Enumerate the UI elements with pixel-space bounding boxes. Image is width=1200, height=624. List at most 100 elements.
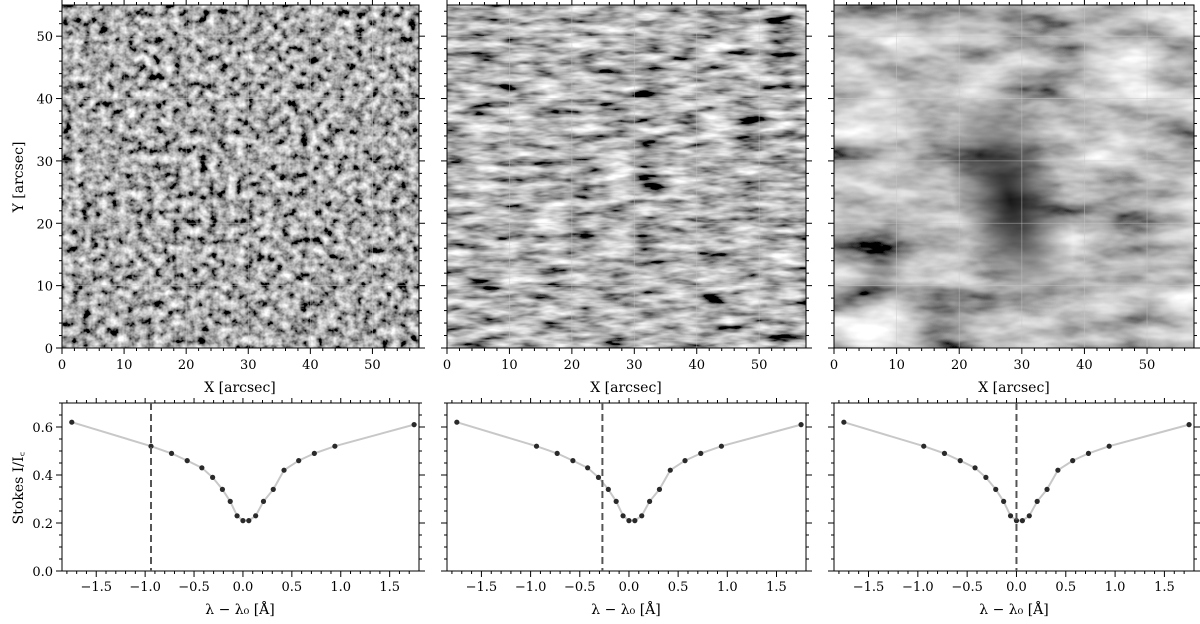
image-3-frame xyxy=(833,4,1195,349)
image-1-frame xyxy=(61,4,420,349)
profile-point xyxy=(941,450,948,456)
profile-point xyxy=(184,458,190,464)
y-tick-label: 50 xyxy=(36,30,53,45)
image-3-axes: 0 10 20 30 40 50 xyxy=(828,0,1200,373)
profile-point xyxy=(219,486,226,492)
image-2-grid xyxy=(447,5,806,348)
x-tick-label: −1.5 xyxy=(466,580,498,595)
profile-point xyxy=(227,498,233,504)
profile-1-ylabel: Stokes I/I꜀ xyxy=(11,452,27,525)
x-tick-label: 20 xyxy=(178,358,195,373)
profile-point xyxy=(234,513,240,519)
profile-point xyxy=(798,422,804,428)
x-tick-label: −1.0 xyxy=(129,580,161,595)
x-tick-label: 1.5 xyxy=(1154,580,1175,595)
profile-point xyxy=(647,498,653,504)
x-tick-label: 0 xyxy=(830,358,838,373)
x-tick-label: 1.5 xyxy=(766,580,787,595)
profile-point xyxy=(210,474,216,480)
x-tick-label: 0.0 xyxy=(1006,580,1027,595)
profile-point xyxy=(1034,498,1040,504)
profile-point xyxy=(260,498,267,504)
profile-1-xlabel: λ − λ₀ [Å] xyxy=(205,600,274,618)
x-tick-label: 10 xyxy=(501,358,518,373)
profile-point xyxy=(1001,498,1007,504)
image-2-texture xyxy=(447,5,806,348)
x-tick-label: 20 xyxy=(951,358,968,373)
x-tick-label: 0.5 xyxy=(282,580,303,595)
profile-point xyxy=(585,465,591,471)
x-tick-label: 50 xyxy=(751,358,768,373)
image-2-xlabel: X [arcsec] xyxy=(590,380,662,396)
x-tick-label: 1.0 xyxy=(1105,580,1126,595)
x-tick-label: 30 xyxy=(1014,358,1031,373)
profile-point xyxy=(656,486,663,492)
y-tick-label: 30 xyxy=(36,155,53,170)
profile-point xyxy=(1007,513,1014,519)
profile-point xyxy=(281,467,287,473)
profile-panel-2: −1.5 −1.0 −0.5 0.0 0.5 1.0 1.5 λ − λ₀ [Å] xyxy=(441,398,812,618)
x-tick-label: 10 xyxy=(116,358,133,373)
x-tick-label: −0.5 xyxy=(951,580,983,595)
x-tick-label: 40 xyxy=(1076,358,1093,373)
image-3-grid xyxy=(834,5,1194,348)
profile-point xyxy=(240,518,246,524)
profile-point xyxy=(632,518,638,524)
image-2-frame xyxy=(446,4,807,349)
x-tick-label: −1.0 xyxy=(902,580,934,595)
profile-2-plot: −1.5 −1.0 −0.5 0.0 0.5 1.0 1.5 xyxy=(441,398,812,595)
y-tick-label: 20 xyxy=(36,217,53,232)
profile-point xyxy=(270,486,276,492)
profile-2-frame xyxy=(446,402,807,572)
image-3-dark-filament xyxy=(946,89,1074,311)
image-1-xlabel: X [arcsec] xyxy=(204,380,276,396)
profile-point xyxy=(1186,422,1192,428)
x-tick-label: −1.0 xyxy=(515,580,547,595)
image-panel-2: 0 10 20 30 40 50 X [arcsec] xyxy=(441,0,812,396)
profile-3-plot: −1.5 −1.0 −0.5 0.0 0.5 1.0 1.5 xyxy=(828,398,1200,595)
profile-point xyxy=(972,465,978,471)
profile-point xyxy=(841,419,847,425)
profile-point xyxy=(199,465,205,471)
profile-point xyxy=(533,443,540,449)
profile-point xyxy=(1055,467,1061,473)
x-tick-label: 1.0 xyxy=(330,580,351,595)
x-tick-label: 0.0 xyxy=(619,580,640,595)
profile-point xyxy=(626,518,632,524)
x-tick-label: 0 xyxy=(58,358,66,373)
x-tick-label: 1.0 xyxy=(717,580,738,595)
profile-point xyxy=(168,450,175,456)
y-tick-label: 0 xyxy=(45,342,53,357)
profile-point xyxy=(411,422,417,428)
y-tick-label: 0.4 xyxy=(32,469,53,484)
image-2-axes: 0 10 20 30 40 50 xyxy=(441,0,812,373)
profile-panel-3: −1.5 −1.0 −0.5 0.0 0.5 1.0 1.5 λ − λ₀ [Å] xyxy=(828,398,1200,618)
x-tick-label: 40 xyxy=(302,358,319,373)
image-3-xlabel: X [arcsec] xyxy=(978,380,1050,396)
x-tick-label: 50 xyxy=(364,358,381,373)
x-tick-label: 40 xyxy=(688,358,705,373)
profile-point xyxy=(698,450,704,456)
profile-1-plot: −1.5 −1.0 −0.5 0.0 0.5 1.0 1.5 0.0 0.2 0.4 0.6 xyxy=(32,398,425,595)
x-tick-label: 0.5 xyxy=(1055,580,1076,595)
profile-point xyxy=(332,443,338,449)
profile-panel-1: −1.5 −1.0 −0.5 0.0 0.5 1.0 1.5 0.0 0.2 0.4 0.6 λ −… xyxy=(11,398,425,618)
profile-3-xlabel: λ − λ₀ [Å] xyxy=(979,600,1048,618)
profile-point xyxy=(454,419,460,425)
profile-point xyxy=(69,419,75,425)
profile-point xyxy=(605,486,611,492)
image-1-ylabel: Y [arcsec] xyxy=(11,142,27,214)
y-tick-label: 0.0 xyxy=(32,565,53,580)
image-panel-1: 0 10 20 30 40 50 0 10 20 30 40 50 X [arcsec] Y [arc… xyxy=(11,0,425,396)
profile-point xyxy=(1019,518,1025,524)
profile-1-frame xyxy=(61,402,420,572)
x-tick-label: 30 xyxy=(626,358,643,373)
profile-point xyxy=(957,458,963,464)
profile-point xyxy=(554,450,560,456)
profile-point xyxy=(682,458,688,464)
profile-point xyxy=(613,498,619,504)
profile-point xyxy=(1013,518,1020,524)
profile-line xyxy=(456,421,802,522)
profile-point xyxy=(570,458,576,464)
profile-point xyxy=(620,513,626,519)
